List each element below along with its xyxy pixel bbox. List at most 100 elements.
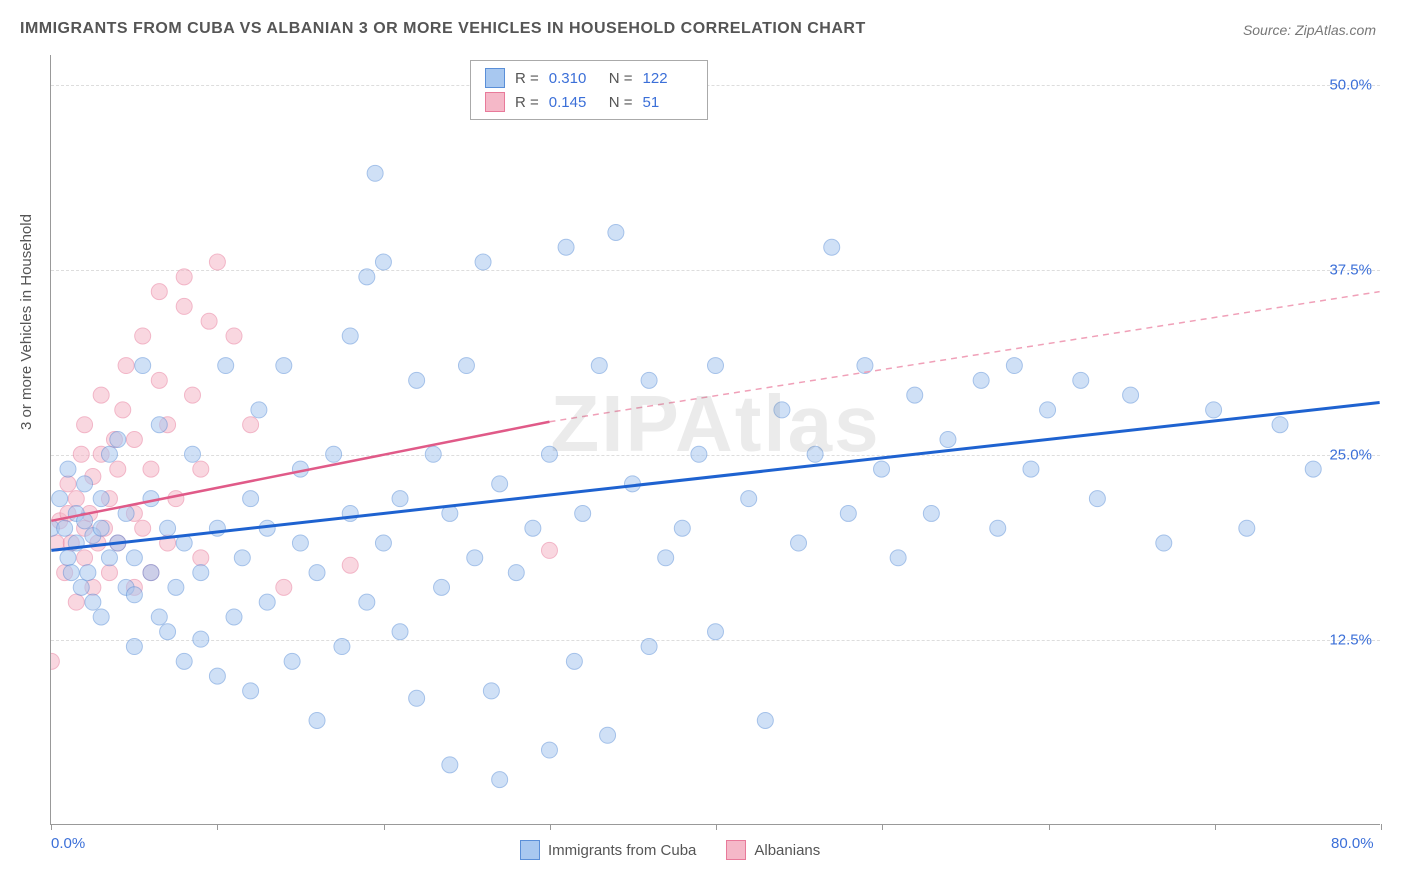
scatter-point xyxy=(409,372,425,388)
scatter-point xyxy=(292,535,308,551)
scatter-point xyxy=(940,432,956,448)
scatter-point xyxy=(51,653,59,669)
scatter-point xyxy=(525,520,541,536)
scatter-point xyxy=(193,550,209,566)
legend-label-albanian: Albanians xyxy=(754,842,820,859)
scatter-point xyxy=(135,328,151,344)
n-value-cuba: 122 xyxy=(643,70,693,87)
scatter-point xyxy=(1305,461,1321,477)
scatter-point xyxy=(1023,461,1039,477)
scatter-point xyxy=(160,624,176,640)
scatter-point xyxy=(68,594,84,610)
scatter-point xyxy=(101,565,117,581)
scatter-point xyxy=(135,520,151,536)
x-tick-label: 0.0% xyxy=(51,835,85,852)
scatter-point xyxy=(1156,535,1172,551)
scatter-point xyxy=(708,358,724,374)
n-label: N = xyxy=(609,94,633,111)
scatter-point xyxy=(475,254,491,270)
legend-item-albanian: Albanians xyxy=(726,840,820,860)
scatter-point xyxy=(541,542,557,558)
scatter-point xyxy=(126,550,142,566)
scatter-point xyxy=(458,358,474,374)
swatch-cuba xyxy=(520,840,540,860)
scatter-point xyxy=(168,579,184,595)
scatter-point xyxy=(342,557,358,573)
scatter-point xyxy=(201,313,217,329)
scatter-point xyxy=(409,690,425,706)
x-tick-label: 80.0% xyxy=(1331,835,1374,852)
scatter-point xyxy=(73,446,89,462)
scatter-point xyxy=(151,417,167,433)
scatter-point xyxy=(508,565,524,581)
y-axis-label: 3 or more Vehicles in Household xyxy=(18,214,35,430)
scatter-point xyxy=(251,402,267,418)
scatter-point xyxy=(425,446,441,462)
scatter-point xyxy=(824,239,840,255)
scatter-point xyxy=(434,579,450,595)
legend-item-cuba: Immigrants from Cuba xyxy=(520,840,696,860)
scatter-point xyxy=(326,446,342,462)
scatter-point xyxy=(57,520,73,536)
scatter-point xyxy=(77,476,93,492)
source-attribution: Source: ZipAtlas.com xyxy=(1243,22,1376,38)
scatter-point xyxy=(600,727,616,743)
scatter-point xyxy=(60,476,76,492)
scatter-point xyxy=(492,476,508,492)
scatter-point xyxy=(890,550,906,566)
scatter-point xyxy=(193,631,209,647)
scatter-point xyxy=(741,491,757,507)
scatter-point xyxy=(77,417,93,433)
scatter-point xyxy=(658,550,674,566)
scatter-point xyxy=(1006,358,1022,374)
scatter-point xyxy=(492,772,508,788)
scatter-point xyxy=(60,461,76,477)
scatter-point xyxy=(467,550,483,566)
scatter-point xyxy=(151,609,167,625)
scatter-point xyxy=(63,565,79,581)
scatter-point xyxy=(973,372,989,388)
x-tick xyxy=(1215,824,1216,830)
scatter-point xyxy=(284,653,300,669)
series-legend: Immigrants from Cuba Albanians xyxy=(520,840,820,860)
scatter-point xyxy=(93,387,109,403)
x-tick xyxy=(217,824,218,830)
scatter-point xyxy=(193,565,209,581)
scatter-point xyxy=(566,653,582,669)
x-tick xyxy=(51,824,52,830)
chart-title: IMMIGRANTS FROM CUBA VS ALBANIAN 3 OR MO… xyxy=(20,20,866,38)
scatter-point xyxy=(209,668,225,684)
chart-plot-area: ZIPAtlas 12.5%25.0%37.5%50.0%0.0%80.0% xyxy=(50,55,1380,825)
scatter-point xyxy=(334,639,350,655)
scatter-point xyxy=(674,520,690,536)
scatter-point xyxy=(342,328,358,344)
scatter-point xyxy=(151,372,167,388)
r-label: R = xyxy=(515,70,539,87)
scatter-point xyxy=(226,328,242,344)
scatter-point xyxy=(641,639,657,655)
x-tick xyxy=(716,824,717,830)
scatter-point xyxy=(575,505,591,521)
scatter-point xyxy=(185,387,201,403)
scatter-point xyxy=(168,491,184,507)
scatter-point xyxy=(115,402,131,418)
scatter-point xyxy=(874,461,890,477)
scatter-point xyxy=(1123,387,1139,403)
scatter-point xyxy=(840,505,856,521)
r-value-albanian: 0.145 xyxy=(549,94,599,111)
scatter-point xyxy=(392,491,408,507)
scatter-point xyxy=(151,284,167,300)
scatter-point xyxy=(541,742,557,758)
scatter-point xyxy=(143,461,159,477)
trendline-albanian-dashed xyxy=(549,292,1379,422)
scatter-point xyxy=(101,446,117,462)
scatter-point xyxy=(226,609,242,625)
scatter-point xyxy=(176,269,192,285)
scatter-point xyxy=(1073,372,1089,388)
scatter-point xyxy=(110,461,126,477)
scatter-point xyxy=(309,712,325,728)
scatter-point xyxy=(641,372,657,388)
scatter-point xyxy=(691,446,707,462)
scatter-point xyxy=(1206,402,1222,418)
trendline-albanian-solid xyxy=(51,422,549,521)
